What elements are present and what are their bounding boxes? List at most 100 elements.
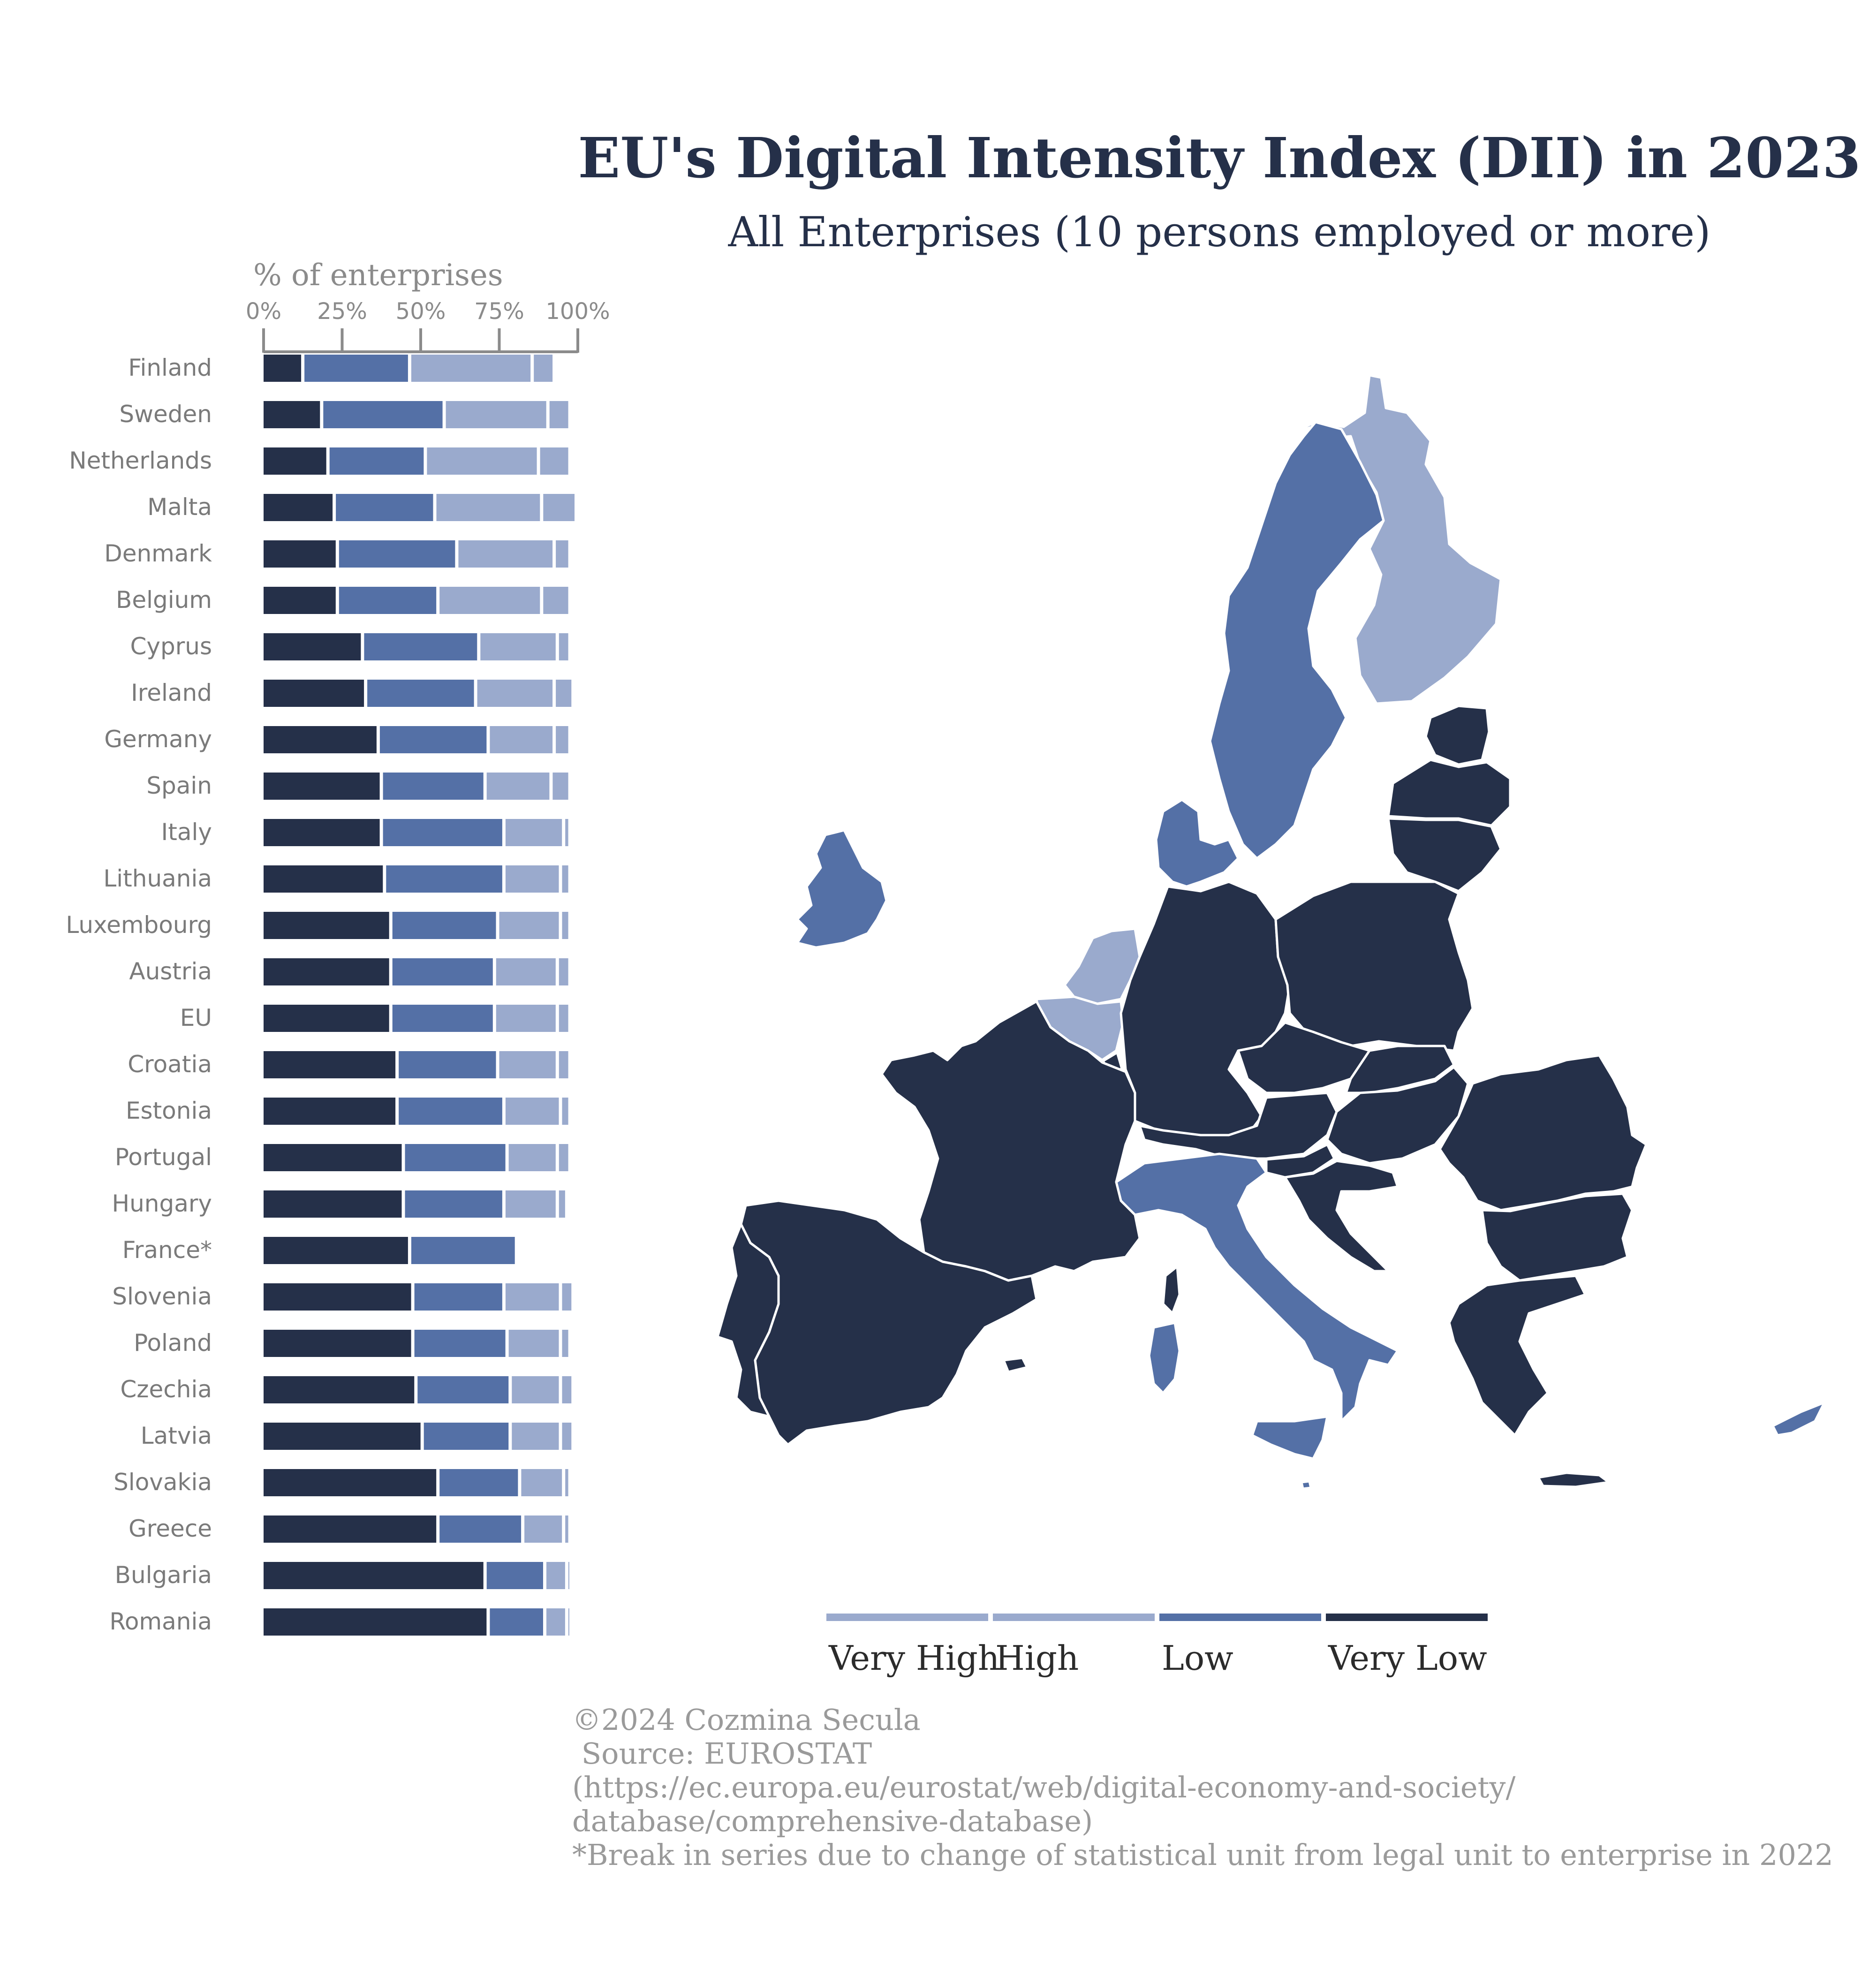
category-label: Poland [134, 1329, 212, 1356]
footer-url-2: database/comprehensive-database) [572, 1804, 1093, 1838]
category-label: Denmark [104, 540, 212, 567]
bar-segment [264, 1330, 411, 1357]
bar-segment [392, 912, 496, 939]
bar-segment [505, 1283, 559, 1311]
bar-segment [540, 447, 568, 475]
bar-segment [392, 1005, 493, 1032]
category-label: Cyprus [130, 633, 212, 660]
bar-segment [549, 401, 568, 428]
bar-segment [565, 1515, 568, 1543]
footer-copyright: ©2024 Cozmina Secula [572, 1703, 921, 1737]
bar-segment [439, 1515, 522, 1543]
bar-segment [383, 819, 502, 846]
bar-segment [546, 1608, 565, 1636]
bar-segment [264, 1051, 396, 1078]
category-label: Austria [129, 958, 212, 985]
bar-segment [264, 726, 377, 753]
map-malta [1300, 1480, 1312, 1490]
bar-segment [339, 587, 437, 614]
tick-label: 100% [545, 298, 610, 325]
category-label: Luxembourg [66, 911, 212, 939]
map-cyprus [1771, 1401, 1826, 1437]
bar-segment [264, 1515, 437, 1543]
map-denmark [1155, 798, 1240, 888]
bar-segment [264, 958, 389, 985]
category-label: Belgium [116, 586, 212, 614]
category-label: Ireland [131, 679, 212, 706]
bar-segment [405, 1144, 506, 1171]
bar-segment [512, 1423, 559, 1450]
bar-segment [562, 1423, 572, 1450]
bar-segment [367, 680, 474, 707]
category-label: Slovenia [112, 1283, 212, 1310]
bar-segment [496, 958, 556, 985]
category-label: Latvia [141, 1422, 212, 1449]
bar-segment [556, 726, 568, 753]
map-romania [1438, 1054, 1648, 1212]
bar-segment [264, 1283, 411, 1311]
map-croatia [1284, 1159, 1399, 1273]
bar-segment [399, 1098, 502, 1125]
footer-note: *Break in series due to change of statis… [572, 1838, 1833, 1872]
bar-segment [543, 494, 575, 521]
category-label: EU [180, 1004, 212, 1031]
bar-segment [264, 912, 389, 939]
legend-swatch [993, 1614, 1155, 1621]
bar-segment [264, 1423, 421, 1450]
bar-segment [559, 633, 568, 660]
category-label: France* [122, 1236, 212, 1264]
map-ireland [796, 829, 888, 949]
map-sicily [1251, 1415, 1329, 1460]
bar-segment [568, 1608, 569, 1636]
bar-segment [304, 355, 408, 382]
bar-segment [565, 819, 568, 846]
bar-segment [364, 633, 477, 660]
category-label: Sweden [119, 401, 212, 428]
bar-segment [264, 865, 383, 893]
bar-segment [264, 633, 361, 660]
bar-segment [562, 912, 568, 939]
bar-segment [424, 1423, 509, 1450]
category-label: Italy [161, 818, 212, 846]
bar-segment [264, 1469, 437, 1496]
bar-segment [264, 1098, 396, 1125]
tick-label: 75% [474, 298, 524, 325]
legend-label: High [995, 1638, 1079, 1678]
bar-segment [411, 355, 531, 382]
bar-segment [543, 587, 568, 614]
category-label: Netherlands [69, 447, 212, 474]
axis-title: % of enterprises [253, 258, 503, 293]
bar-segment [414, 1283, 502, 1311]
bar-segment [264, 540, 336, 568]
bar-segment [392, 958, 493, 985]
category-label: Portugal [115, 1144, 212, 1171]
bar-segment [264, 355, 302, 382]
footer-url-1: (https://ec.europa.eu/eurostat/web/digit… [572, 1770, 1515, 1804]
bar-segment [559, 1144, 568, 1171]
bar-segment [534, 355, 553, 382]
map-slovenia [1265, 1143, 1336, 1179]
category-label: Romania [109, 1608, 212, 1635]
bar-segment [552, 773, 568, 800]
bar-segment [499, 1051, 556, 1078]
chart-subtitle: All Enterprises (10 persons employed or … [728, 208, 1711, 256]
bar-segment [562, 1283, 572, 1311]
map-latvia [1387, 758, 1512, 827]
bar-segment [490, 1608, 543, 1636]
bar-segment [379, 726, 487, 753]
footer-source: Source: EUROSTAT [572, 1736, 872, 1771]
map-portugal [716, 1223, 780, 1418]
map-bulgaria [1481, 1192, 1634, 1282]
bar-segment [339, 540, 455, 568]
category-label: Czechia [120, 1376, 212, 1403]
bar-segment [556, 680, 572, 707]
bar-segment [264, 401, 320, 428]
bar-segment [414, 1330, 506, 1357]
map-estonia [1424, 705, 1490, 766]
tick-label: 25% [317, 298, 367, 325]
map-lithuania [1387, 817, 1502, 893]
bar-segment [264, 587, 336, 614]
category-label: Spain [146, 772, 212, 799]
bar-segment [524, 1515, 562, 1543]
